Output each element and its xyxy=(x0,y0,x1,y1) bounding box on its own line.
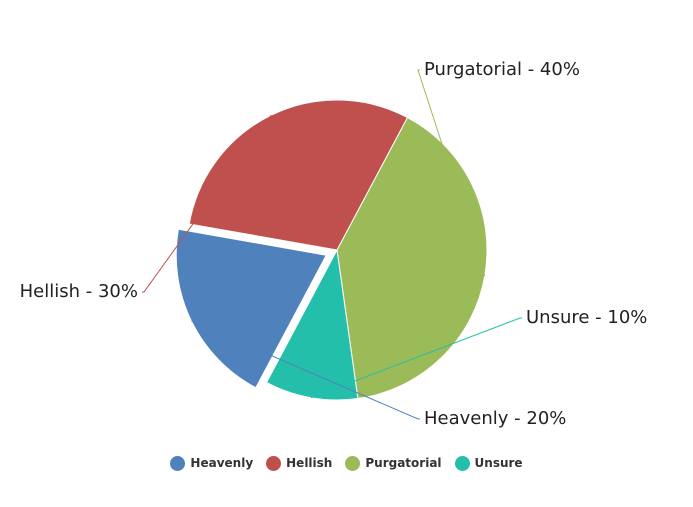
slice-label-heavenly: Heavenly - 20% xyxy=(424,408,566,429)
leader-line-purgatorial xyxy=(417,69,486,277)
leader-line-unsure xyxy=(310,317,522,399)
legend-label-hellish: Hellish xyxy=(286,456,333,470)
legend-item-purgatorial[interactable]: Purgatorial xyxy=(345,455,442,471)
legend-label-heavenly: Heavenly xyxy=(190,456,254,470)
legend-item-unsure[interactable]: Unsure xyxy=(454,455,523,471)
legend-label-purgatorial: Purgatorial xyxy=(365,456,442,470)
legend-marker-unsure xyxy=(454,455,470,471)
legend-label-unsure: Unsure xyxy=(474,456,523,470)
slice-label-hellish: Hellish - 30% xyxy=(20,281,138,302)
leader-line-heavenly xyxy=(191,320,420,420)
slice-labels: Purgatorial - 40% Unsure - 10% Heavenly - … xyxy=(20,59,648,429)
pie-slices xyxy=(175,99,488,401)
leader-lines xyxy=(142,69,522,420)
legend-item-heavenly[interactable]: Heavenly xyxy=(170,455,254,471)
legend-item-hellish[interactable]: Hellish xyxy=(266,455,333,471)
pie-slice-hellish[interactable] xyxy=(188,99,409,251)
legend: Heavenly Hellish Purgatorial Unsure xyxy=(0,453,693,473)
leader-line-hellish xyxy=(142,114,272,293)
legend-marker-purgatorial xyxy=(345,455,361,471)
slice-label-unsure: Unsure - 10% xyxy=(526,307,647,328)
slice-label-purgatorial: Purgatorial - 40% xyxy=(424,59,580,80)
legend-marker-hellish xyxy=(266,455,282,471)
pie-slice-unsure[interactable] xyxy=(265,248,359,401)
legend-marker-heavenly xyxy=(170,455,186,471)
